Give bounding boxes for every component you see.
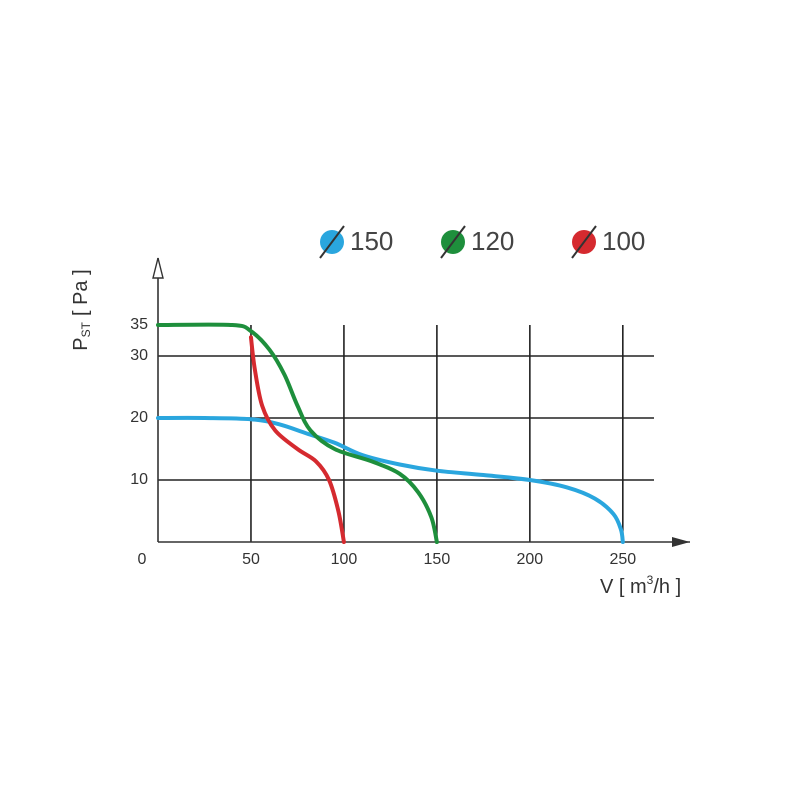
legend-item: 120 xyxy=(440,225,514,259)
legend-label: 100 xyxy=(602,226,645,256)
x-axis-label: V [ m3/h ] xyxy=(600,573,681,598)
legend-slash xyxy=(319,225,345,259)
legend-label: 120 xyxy=(471,226,514,256)
x-label-main: V [ m xyxy=(600,576,647,598)
y-tick-label: 10 xyxy=(130,471,148,488)
legend-slash xyxy=(571,225,597,259)
x-label-sup: 3 xyxy=(647,573,654,587)
y-tick-label: 30 xyxy=(130,347,148,364)
x-tick-label: 150 xyxy=(424,551,451,568)
x-tick-label: 250 xyxy=(609,551,636,568)
y-label-main: P xyxy=(70,337,92,350)
curve xyxy=(156,415,625,544)
legend-item: 100 xyxy=(571,225,645,259)
y-axis-label: PST [ Pa ] xyxy=(70,269,93,350)
y-tick-label: 20 xyxy=(130,409,148,426)
x-tick-label: 50 xyxy=(242,551,260,568)
x-tick-label: 0 xyxy=(138,551,147,568)
legend-label: 150 xyxy=(350,226,393,256)
y-label-sub: ST xyxy=(79,321,93,337)
legend-slash xyxy=(440,225,466,259)
x-axis-arrow xyxy=(672,537,690,547)
x-label-unit: /h ] xyxy=(653,576,681,598)
y-tick-label: 35 xyxy=(130,316,148,333)
y-label-unit: [ Pa ] xyxy=(70,269,92,316)
curve xyxy=(248,335,346,544)
y-axis-arrow xyxy=(152,257,164,279)
legend-item: 150 xyxy=(319,225,393,259)
curve xyxy=(156,322,439,544)
x-tick-label: 100 xyxy=(331,551,358,568)
x-tick-label: 200 xyxy=(517,551,544,568)
